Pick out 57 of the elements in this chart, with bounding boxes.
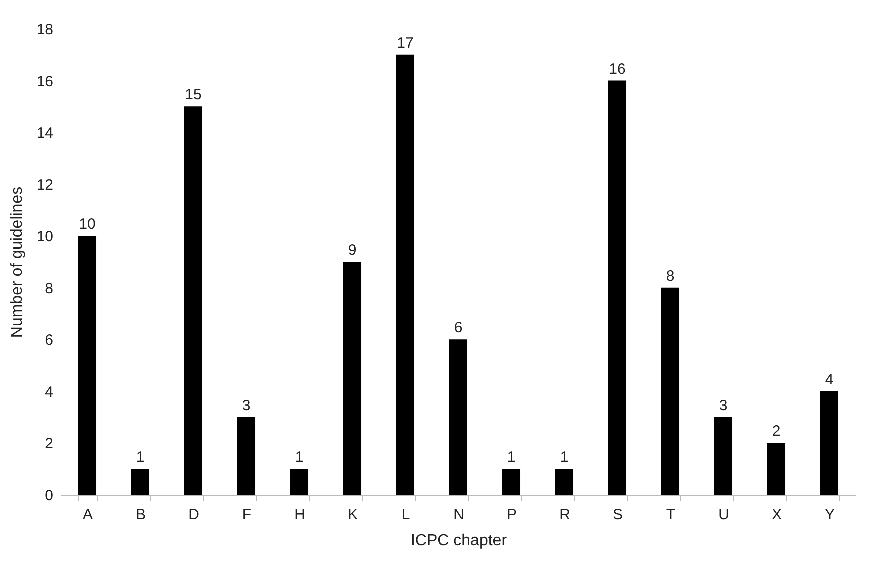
data-label: 3 <box>242 397 251 414</box>
bar <box>78 236 97 495</box>
y-tick-label: 4 <box>45 384 54 401</box>
bar <box>661 288 680 495</box>
x-tick-label: Y <box>824 506 836 524</box>
data-label: 8 <box>666 268 675 285</box>
x-tick-label: H <box>294 506 306 524</box>
bar <box>449 340 468 495</box>
bar <box>608 80 627 495</box>
data-label: 4 <box>825 371 834 388</box>
data-label: 10 <box>79 216 96 234</box>
data-label: 3 <box>719 397 728 414</box>
y-tick-label: 12 <box>36 176 54 194</box>
x-tick-label: D <box>188 506 200 524</box>
bar <box>767 443 786 495</box>
y-tick-label: 18 <box>36 22 54 38</box>
x-tick-label: R <box>560 506 571 524</box>
x-tick-label: T <box>666 506 676 524</box>
data-label: 16 <box>609 60 626 78</box>
bar <box>820 391 839 495</box>
x-tick-label: K <box>348 506 358 524</box>
data-label: 15 <box>185 86 202 104</box>
data-label: 17 <box>397 34 414 52</box>
x-tick-label: L <box>402 506 410 524</box>
x-tick-label: N <box>454 506 464 524</box>
data-label: 1 <box>295 449 304 466</box>
data-label: 6 <box>454 320 463 337</box>
x-tick-label: A <box>82 506 94 524</box>
x-tick-label: B <box>136 506 146 524</box>
x-tick-label: S <box>612 506 624 524</box>
y-tick-label: 8 <box>45 280 54 298</box>
x-tick-label: U <box>718 506 730 524</box>
bar <box>502 469 521 495</box>
y-tick-label: 10 <box>36 228 54 246</box>
x-tick-label: X <box>772 506 782 524</box>
y-tick-label: 0 <box>45 488 54 504</box>
bar <box>714 417 733 495</box>
data-label: 9 <box>348 242 357 259</box>
bar <box>237 417 256 495</box>
bar <box>131 469 150 495</box>
bar <box>396 54 415 495</box>
y-axis-title: Number of guidelines <box>8 186 26 338</box>
y-tick-label: 14 <box>36 125 54 142</box>
x-tick-label: P <box>506 506 518 524</box>
x-tick-label: F <box>242 506 252 524</box>
y-tick-label: 6 <box>45 332 54 350</box>
data-label: 1 <box>136 449 145 466</box>
data-label: 1 <box>507 449 516 466</box>
bar <box>290 469 309 495</box>
bar <box>184 106 203 495</box>
data-label: 1 <box>560 449 569 466</box>
y-tick-label: 16 <box>36 73 54 90</box>
y-tick-label: 2 <box>45 436 54 453</box>
bar <box>343 262 362 495</box>
data-label: 2 <box>772 423 781 440</box>
x-axis-title: ICPC chapter <box>410 532 508 550</box>
bar <box>555 469 574 495</box>
